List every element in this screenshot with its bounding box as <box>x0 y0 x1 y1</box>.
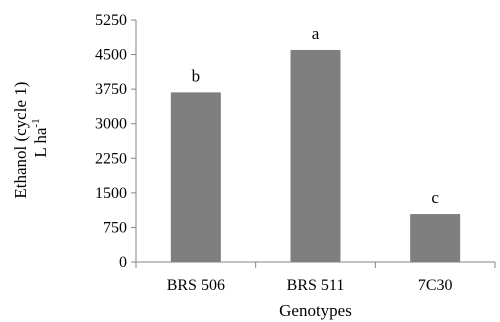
y-tick-label: 2250 <box>95 150 127 167</box>
bar-data-label: c <box>431 188 439 207</box>
y-tick-label: 4500 <box>95 47 127 64</box>
y-tick-label: 5250 <box>95 12 127 29</box>
bars <box>170 49 461 262</box>
y-axis-title-unit: L ha <box>31 127 50 158</box>
y-axis-ticks: 0 750 1500 2250 3000 3750 4500 5250 <box>95 12 136 271</box>
x-tick-label: BRS 506 <box>167 277 225 294</box>
y-tick-label: 3750 <box>95 81 127 98</box>
bar-data-labels: b a c <box>192 24 440 207</box>
y-axis-title-superscript: -1 <box>30 118 42 127</box>
y-tick-label: 1500 <box>95 185 127 202</box>
x-tick-label: BRS 511 <box>287 277 345 294</box>
bar <box>410 214 461 262</box>
bar-data-label: b <box>192 66 201 85</box>
x-tick-label: 7C30 <box>418 277 453 294</box>
y-tick-label: 750 <box>103 219 127 236</box>
y-axis-title-line2: L ha-1 <box>30 118 50 157</box>
bar <box>290 49 341 262</box>
bar-data-label: a <box>312 24 320 43</box>
bar <box>170 92 221 262</box>
y-axis-title-line1: Ethanol (cycle 1) <box>11 82 30 199</box>
y-tick-label: 3000 <box>95 116 127 133</box>
x-axis-ticks <box>135 262 496 268</box>
x-axis-tick-labels: BRS 506 BRS 511 7C30 <box>167 277 453 294</box>
x-axis-title: Genotypes <box>279 301 352 320</box>
y-axis-title: Ethanol (cycle 1) L ha-1 <box>11 77 50 198</box>
y-tick-label: 0 <box>119 254 127 271</box>
